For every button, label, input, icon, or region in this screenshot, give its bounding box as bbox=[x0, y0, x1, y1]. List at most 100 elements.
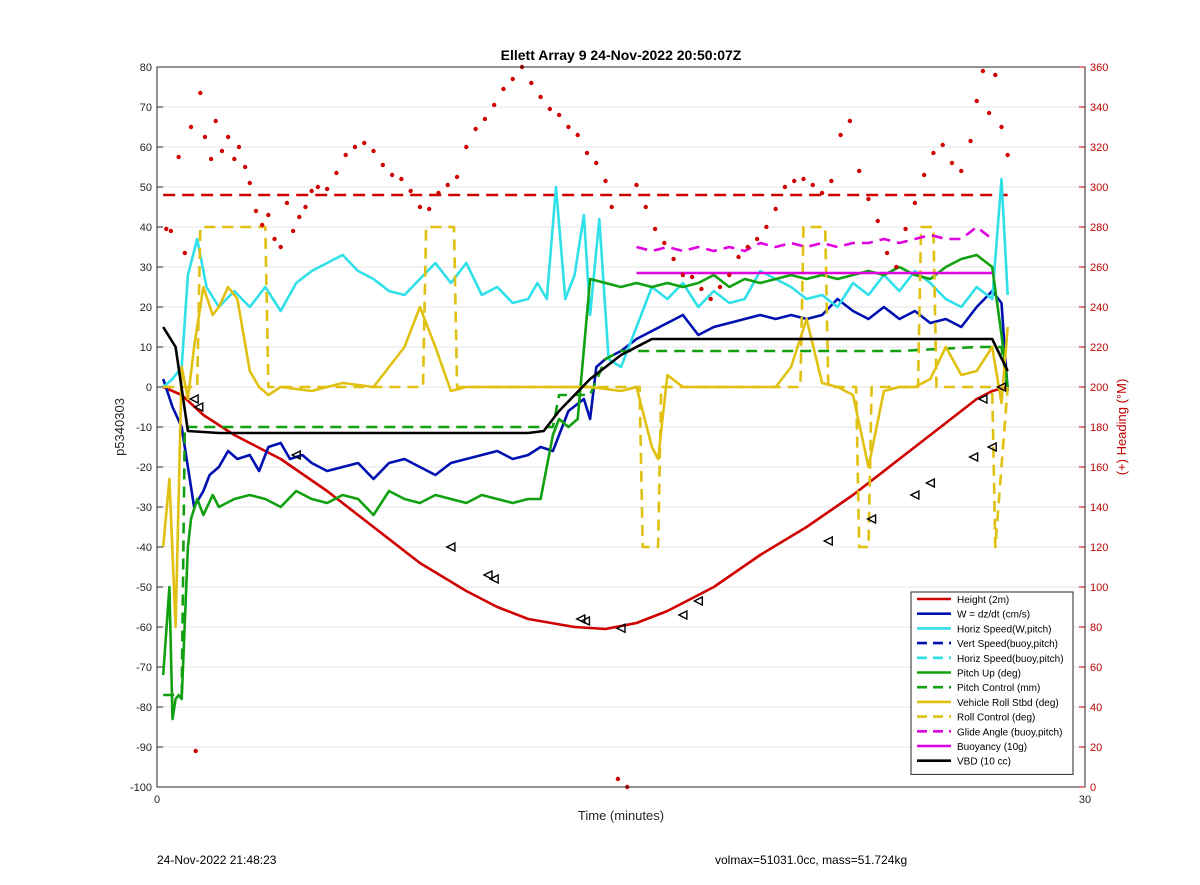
heading-point bbox=[662, 240, 667, 246]
heading-point bbox=[931, 150, 936, 156]
heading-point bbox=[847, 118, 853, 124]
triangle-marker bbox=[692, 595, 704, 607]
heading-point bbox=[464, 144, 469, 150]
y-tick-label: -70 bbox=[136, 662, 152, 674]
y2-tick-label: 160 bbox=[1090, 462, 1108, 474]
y2-tick-label: 280 bbox=[1090, 222, 1108, 234]
y-tick-label: 60 bbox=[140, 142, 152, 154]
y-tick-label: -60 bbox=[136, 622, 152, 634]
heading-point bbox=[427, 206, 432, 212]
x-tick-label: 30 bbox=[1079, 794, 1091, 806]
heading-point bbox=[529, 80, 534, 86]
legend: Height (2m) W = dz/dt (cm/s) Horiz Speed(W… bbox=[910, 591, 1074, 775]
heading-point bbox=[680, 272, 686, 278]
series-line bbox=[636, 225, 993, 253]
heading-point bbox=[176, 154, 181, 160]
heading-point bbox=[699, 286, 704, 292]
grid bbox=[157, 66, 1085, 788]
y2-tick-label: 200 bbox=[1090, 382, 1108, 394]
heading-point bbox=[829, 178, 834, 184]
heading-point bbox=[986, 110, 992, 116]
heading-point bbox=[727, 272, 732, 278]
legend-label: W = dz/dt (cm/s) bbox=[957, 610, 1030, 621]
legend-label: Height (2m) bbox=[957, 595, 1009, 606]
heading-point bbox=[343, 152, 348, 158]
heading-point bbox=[445, 182, 450, 188]
triangle-marker bbox=[482, 569, 493, 581]
heading-point bbox=[182, 250, 188, 256]
y2-tick-label: 60 bbox=[1090, 662, 1102, 674]
ticks: -100-90-80-70-60-50-40-30-20-10010203040… bbox=[130, 62, 1108, 806]
heading-point bbox=[866, 196, 871, 202]
legend-label: Glide Angle (buoy,pitch) bbox=[957, 727, 1062, 738]
heading-point bbox=[284, 200, 290, 206]
heading-point bbox=[436, 190, 441, 196]
triangle-marker bbox=[865, 513, 877, 525]
heading-point bbox=[278, 244, 283, 250]
heading-point bbox=[266, 212, 271, 218]
legend-label: Vehicle Roll Stbd (deg) bbox=[957, 698, 1059, 709]
y-tick-label: 20 bbox=[140, 302, 152, 314]
legend-label: Pitch Control (mm) bbox=[957, 683, 1040, 694]
triangle-marker bbox=[615, 623, 626, 634]
heading-point bbox=[894, 264, 899, 270]
heading-point bbox=[634, 182, 639, 188]
heading-point bbox=[884, 250, 890, 256]
legend-label: Pitch Up (deg) bbox=[957, 669, 1021, 680]
heading-point bbox=[1005, 152, 1010, 158]
chart-title: Ellett Array 9 24-Nov-2022 20:50:07Z bbox=[501, 47, 742, 63]
heading-point bbox=[219, 148, 225, 154]
y2-tick-label: 260 bbox=[1090, 262, 1108, 274]
heading-point bbox=[380, 162, 386, 168]
y2-tick-label: 40 bbox=[1090, 702, 1102, 714]
heading-point bbox=[810, 182, 815, 188]
footer-timestamp: 24-Nov-2022 21:48:23 bbox=[157, 853, 277, 867]
y2-tick-label: 20 bbox=[1090, 742, 1102, 754]
triangle-marker bbox=[445, 541, 456, 553]
heading-point bbox=[566, 124, 571, 130]
heading-point bbox=[912, 200, 918, 206]
series-line bbox=[163, 345, 1009, 697]
heading-point bbox=[454, 174, 460, 180]
heading-point bbox=[959, 168, 964, 174]
heading-point bbox=[594, 160, 599, 166]
triangle-marker bbox=[924, 477, 936, 489]
heading-point bbox=[671, 256, 676, 262]
heading-point bbox=[547, 106, 553, 112]
y2-axis-label: (+) Heading (°M) bbox=[1114, 379, 1129, 476]
triangle-marker bbox=[986, 441, 997, 453]
heading-point bbox=[754, 236, 760, 242]
y-axis-label: p5340303 bbox=[112, 398, 127, 456]
heading-point bbox=[773, 206, 778, 212]
heading-point bbox=[334, 170, 339, 176]
heading-point bbox=[482, 116, 488, 122]
heading-point bbox=[399, 176, 404, 182]
heading-point bbox=[615, 776, 621, 782]
heading-point bbox=[940, 142, 945, 148]
legend-label: Vert Speed(buoy,pitch) bbox=[957, 639, 1058, 650]
heading-point bbox=[968, 138, 973, 144]
y2-tick-label: 180 bbox=[1090, 422, 1108, 434]
heading-point bbox=[556, 112, 562, 118]
triangle-marker bbox=[977, 393, 988, 405]
legend-label: Horiz Speed(W,pitch) bbox=[957, 624, 1051, 635]
heading-point bbox=[473, 126, 478, 132]
heading-point bbox=[309, 188, 314, 194]
heading-point bbox=[232, 156, 237, 162]
y-tick-label: -90 bbox=[136, 742, 152, 754]
triangle-marker bbox=[488, 573, 499, 585]
heading-point bbox=[538, 94, 543, 100]
heading-point bbox=[164, 226, 169, 232]
heading-point bbox=[949, 160, 955, 166]
y-tick-label: 10 bbox=[140, 342, 152, 354]
legend-label: Roll Control (deg) bbox=[957, 713, 1035, 724]
y2-tick-label: 240 bbox=[1090, 302, 1108, 314]
legend-label: Buoyancy (10g) bbox=[957, 742, 1027, 753]
heading-point bbox=[247, 180, 252, 186]
heading-point bbox=[389, 172, 395, 178]
heading-point bbox=[253, 208, 259, 214]
heading-point bbox=[838, 132, 843, 138]
y2-tick-label: 140 bbox=[1090, 502, 1108, 514]
heading-point bbox=[297, 214, 302, 220]
